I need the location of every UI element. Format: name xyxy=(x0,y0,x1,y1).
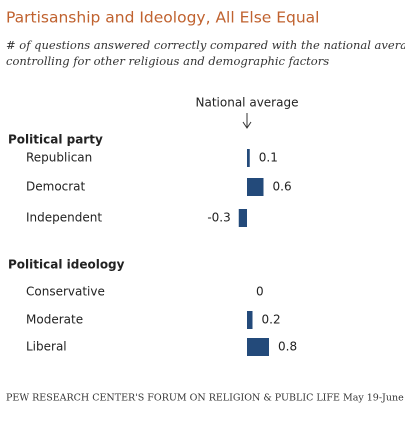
chart-title: Partisanship and Ideology, All Else Equa… xyxy=(6,9,320,27)
annotation: National average xyxy=(196,96,299,110)
arrow xyxy=(242,113,252,129)
bar xyxy=(247,178,264,196)
value-label: 0 xyxy=(256,285,264,299)
group-label: Political party xyxy=(8,133,103,147)
category-label: Liberal xyxy=(26,340,67,354)
value-label: 0.1 xyxy=(259,151,278,165)
bar xyxy=(247,338,269,356)
value-label: 0.6 xyxy=(273,180,292,194)
subtitle: controlling for other religious and demo… xyxy=(6,54,329,68)
category-label: Democrat xyxy=(26,180,86,194)
subtitle: # of questions answered correctly compar… xyxy=(6,38,405,52)
bar xyxy=(238,209,247,227)
source: PEW RESEARCH CENTER'S FORUM ON RELIGION … xyxy=(6,393,405,404)
category-label: Conservative xyxy=(26,285,105,299)
value-label: 0.2 xyxy=(262,313,281,327)
category-label: Moderate xyxy=(26,313,83,327)
category-label: Independent xyxy=(26,211,102,225)
group-label: Political ideology xyxy=(8,258,125,272)
category-label: Republican xyxy=(26,151,92,165)
value-label: -0.3 xyxy=(207,211,230,225)
bar xyxy=(247,311,253,329)
value-label: 0.8 xyxy=(278,340,297,354)
bar xyxy=(247,149,250,167)
